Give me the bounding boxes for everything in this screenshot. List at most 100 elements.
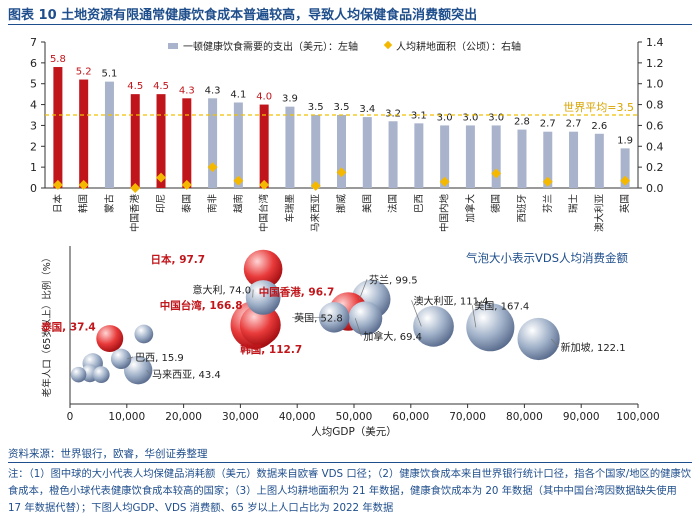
bubble-leader-line [127, 356, 134, 360]
land-area-dot [207, 162, 218, 173]
bar-value-label: 2.8 [514, 117, 530, 128]
bar [491, 125, 501, 188]
land-area-dot [130, 183, 141, 193]
legend-bar-label: 一顿健康饮食需要的支出（美元）：左轴 [183, 40, 358, 53]
bar-value-label: 1.9 [617, 135, 633, 146]
bar [620, 148, 630, 188]
world-average-label: 世界平均=3.5 [563, 101, 634, 114]
bar-chart: 0 1 2 3 4 5 6 7 0.0 0.2 0.4 0.6 0.8 1.0 1.2 1.4 5.8 日本 5.2… [30, 36, 664, 233]
category-label: 瑞士 [568, 194, 580, 214]
bar [414, 123, 424, 188]
category-label: 英国 [619, 194, 631, 213]
bubble [110, 348, 132, 370]
category-label: 中国香港 [129, 194, 141, 233]
land-area-dot [310, 180, 321, 191]
bar-value-label: 3.1 [411, 110, 427, 121]
left-tick-label: 1 [30, 161, 37, 174]
bar [156, 94, 166, 188]
bar-value-label: 3.0 [488, 112, 504, 123]
category-label: 澳大利亚 [593, 194, 605, 233]
category-label: 车瑞墨 [284, 194, 296, 223]
right-tick-label: 1.0 [646, 78, 664, 91]
bubble-label: 加拿大, 69.4 [363, 330, 422, 343]
bar [465, 125, 475, 188]
x-tick-label: 30,000 [222, 411, 259, 423]
bar [104, 81, 114, 188]
land-area-dot [491, 168, 502, 179]
bubble-label: 新加坡, 122.1 [561, 341, 626, 354]
bar [311, 115, 321, 188]
bar [208, 98, 218, 188]
category-label: 法国 [387, 194, 399, 213]
bar [233, 102, 243, 188]
left-tick-label: 6 [30, 57, 37, 70]
x-tick-label: 50,000 [336, 411, 373, 423]
bubble [466, 303, 515, 352]
bar [517, 129, 527, 188]
bar [130, 94, 140, 188]
footnote: 注：（1）图中球的大小代表人均保健品消耗额（美元）数据来自欧睿 VDS 口径；（… [8, 468, 692, 514]
left-tick-label: 7 [30, 36, 37, 49]
bubble-leader-line [411, 300, 422, 327]
bubble-leader-line [359, 279, 368, 300]
bubble [245, 280, 281, 315]
category-label: 德国 [490, 194, 502, 213]
bubble-leader-line [146, 369, 151, 375]
category-label: 巴西 [414, 194, 425, 213]
bubble-leader-line [471, 305, 477, 328]
bubble-label: 韩国, 112.7 [240, 343, 302, 356]
bubble-size-note: 气泡大小表示VDS人均消费金额 [466, 251, 629, 265]
bubble-label: 中国香港, 96.7 [259, 285, 335, 298]
bar-value-label: 3.5 [308, 102, 324, 113]
land-area-dot [78, 179, 89, 190]
land-area-dot [156, 172, 166, 183]
bubble [348, 301, 383, 336]
category-label: 中国内地 [439, 194, 451, 233]
bubble-chart: 0 10,000 20,000 30,000 40,000 50,000 60,000 70,… [40, 246, 660, 438]
bar [440, 125, 450, 188]
right-tick-label: 0.8 [646, 99, 664, 112]
bar-value-label: 4.5 [127, 81, 143, 92]
bubble-label: 日本, 97.7 [151, 253, 206, 266]
category-label: 印尼 [155, 194, 167, 213]
bubble-leader-line [354, 318, 362, 337]
source-divider [8, 462, 692, 463]
source-text: 资料来源：世界银行，欧睿，华创证券整理 [8, 448, 208, 460]
bar-value-label: 3.9 [282, 94, 298, 105]
land-area-dot [439, 176, 450, 187]
bubble-label: 中国台湾, 166.8 [160, 299, 243, 312]
bubble-label: 巴西, 15.9 [135, 352, 184, 364]
bar-value-label: 2.7 [566, 119, 582, 130]
left-tick-label: 0 [30, 182, 37, 195]
bubble [243, 249, 283, 289]
bar-value-label: 4.3 [205, 85, 221, 96]
bar [337, 115, 346, 188]
right-tick-label: 0.0 [646, 182, 664, 195]
x-tick-label: 80,000 [506, 411, 543, 423]
bubble [123, 355, 153, 385]
bubble [92, 366, 110, 384]
x-tick-label: 90,000 [563, 411, 600, 423]
bubble [239, 304, 281, 346]
category-label: 蒙古 [103, 194, 115, 214]
x-tick-label: 70,000 [449, 411, 486, 423]
category-label: 泰国 [181, 194, 193, 213]
category-label: 西班牙 [516, 194, 528, 223]
bar [594, 133, 604, 188]
x-tick-label: 20,000 [165, 411, 202, 423]
y-axis-title: 老年人口（65岁以上）比例（%） [41, 253, 53, 398]
bar-value-label: 3.0 [437, 112, 453, 123]
bar-value-label: 2.7 [540, 119, 556, 130]
bar [259, 104, 269, 188]
bar-value-label: 3.0 [462, 112, 478, 123]
left-tick-label: 3 [30, 119, 37, 132]
figure-title: 图表 10 土地资源有限通常健康饮食成本普遍较高，导致人均保健食品消费额突出 [8, 8, 478, 23]
bar [569, 131, 579, 188]
bar-value-label: 5.8 [50, 54, 66, 65]
bar-value-label: 4.0 [256, 92, 272, 103]
x-axis-title: 人均GDP（美元） [311, 425, 397, 438]
category-label: 美国 [361, 194, 373, 213]
bubble-label: 芬兰, 99.5 [369, 273, 418, 286]
bar [388, 121, 398, 188]
bubble-label: 澳大利亚, 111.4 [414, 294, 489, 307]
